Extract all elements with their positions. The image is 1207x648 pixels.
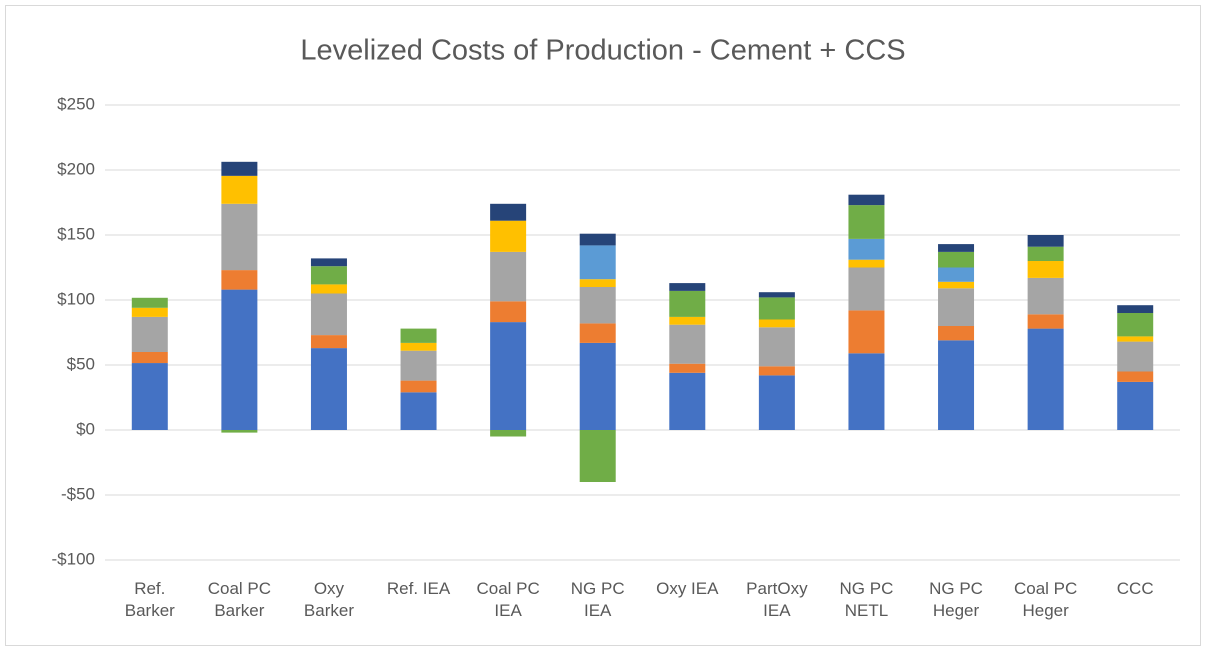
y-tick-label: $200 [57,159,95,178]
bar-segment [1027,314,1064,329]
bar-segment [579,245,616,280]
bar-segment [131,316,168,352]
bar-segment [1117,336,1154,342]
bar-segment [490,301,527,323]
bar-segment [490,322,527,430]
x-tick-label: Oxy Barker [303,579,354,620]
bar-segment [221,430,258,433]
y-tick-label: $0 [76,419,95,438]
bar-segment [848,259,885,268]
bar-segment [758,292,795,298]
bar-segment [938,288,975,326]
bar-segment [938,326,975,341]
bar-segment [579,233,616,246]
bar-segment [848,267,885,311]
y-tick-label: $250 [57,94,95,113]
bar-segment [938,340,975,430]
bar-segment [758,366,795,376]
bar-segment [938,244,975,252]
bar-segment [579,342,616,430]
bar-segment [1027,246,1064,261]
bar-segment [310,348,347,430]
bar-segment [1027,235,1064,247]
bar-segment [400,380,437,393]
bar-segment [1117,313,1154,337]
bar-segment [400,392,437,430]
bar-segment [221,161,258,176]
bar-segment [669,316,706,325]
bar-segment [579,279,616,287]
bar-segment [490,203,527,221]
bar-segment [669,324,706,364]
chart-title: Levelized Costs of Production - Cement +… [300,35,905,67]
bar-segment [221,175,258,204]
y-tick-label: -$50 [61,484,95,503]
x-tick-label: Oxy IEA [656,579,719,598]
bar-segment [579,287,616,324]
x-tick-label: Coal PC Heger [1013,579,1078,620]
y-tick-label: -$100 [52,549,95,568]
bar-segment [131,297,168,308]
x-tick-label: CCC [1116,579,1154,598]
bar-segment [669,283,706,291]
bar-segment [310,335,347,349]
bar-segment [1117,341,1154,372]
bar-segment [490,220,527,252]
x-tick-label: Coal PC Barker [207,579,272,620]
bar-segment [848,310,885,354]
bar-segment [310,293,347,336]
bar-segment [938,267,975,282]
bar-segment [758,297,795,320]
bar-segment [221,203,258,271]
x-tick-label: PartOxy IEA [746,579,808,620]
bar-segment [400,350,437,381]
x-tick-label: Ref. Barker [124,579,175,620]
bar-segment [400,328,437,343]
bar-segment [490,251,527,302]
bar-segment [669,372,706,430]
bar-segment [758,319,795,328]
bar-segment [758,327,795,367]
bar-segment [490,430,527,437]
bar-segment [669,363,706,373]
bar-segment [310,258,347,267]
bar-segment [848,194,885,206]
bar-segment [848,205,885,239]
bar-segment [938,281,975,289]
bar-segment [579,430,616,482]
bar-segment [1027,328,1064,430]
x-tick-label: NG PC NETL [839,579,894,620]
x-tick-label: Ref. IEA [386,579,451,598]
bar-segment [1117,371,1154,382]
bar-segment [1027,277,1064,315]
bar-segment [1027,261,1064,278]
bar-segment [848,238,885,260]
bar-segment [131,307,168,317]
bar-segment [938,251,975,268]
y-tick-label: $150 [57,224,95,243]
x-tick-label: NG PC IEA [570,579,625,620]
bar-segment [400,342,437,351]
bar-segment [1117,305,1154,313]
bar-segment [131,352,168,364]
bar-segment [758,375,795,430]
bar-segment [310,266,347,285]
y-tick-label: $100 [57,289,95,308]
bar-segment [848,353,885,430]
bar-segment [579,323,616,343]
bar-segment [221,289,258,430]
bar-segment [310,284,347,294]
x-tick-label: NG PC Heger [929,579,983,620]
bar-segment [669,290,706,317]
bar-segment [221,270,258,290]
bar-segment [131,363,168,430]
bar-segment [1117,381,1154,430]
y-tick-label: $50 [67,354,95,373]
x-tick-label: Coal PC IEA [476,579,540,620]
